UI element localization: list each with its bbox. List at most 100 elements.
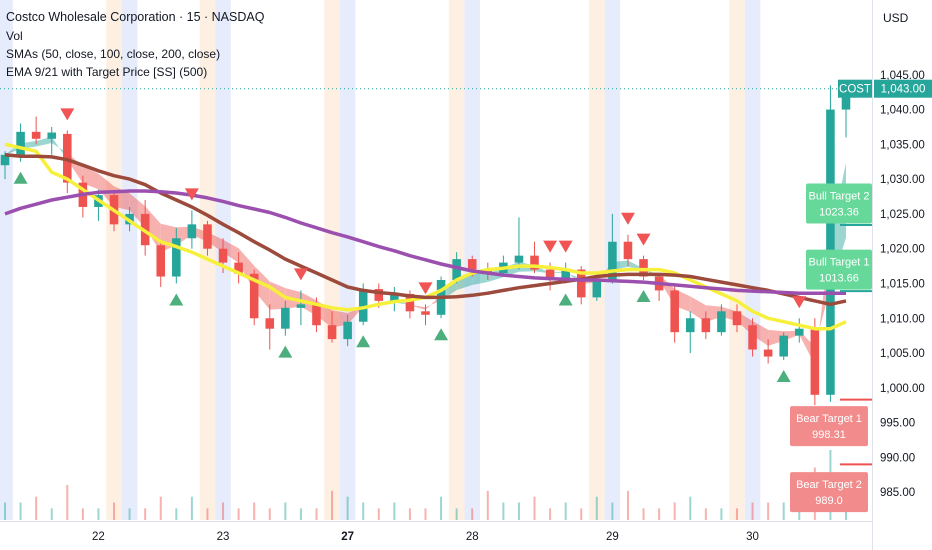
volume-bar [595, 496, 598, 520]
session-band-post [589, 0, 605, 520]
candle [748, 325, 757, 350]
candle [265, 318, 275, 329]
target-label-box [806, 249, 872, 290]
volume-bar [190, 496, 193, 520]
volume-bar [689, 496, 692, 520]
bear-target-label: Bear Target 2 989.0 [790, 472, 868, 513]
volume-bar [97, 508, 100, 520]
volume-bar [284, 502, 287, 520]
volume-bar [393, 502, 396, 520]
session-band-pre [0, 0, 13, 520]
buy-signal-icon [169, 293, 184, 306]
price-tick-label: 1,000.00 [880, 383, 925, 395]
bull-target-label: Bull Target 2 1023.36 [806, 183, 872, 224]
candle [623, 241, 633, 260]
sell-signal-icon [543, 240, 558, 253]
price-tick-label: 1,045.00 [880, 70, 925, 82]
candle [763, 349, 773, 357]
sell-signal-icon [636, 233, 651, 246]
buy-signal-icon [278, 345, 293, 358]
volume-bar [564, 502, 567, 520]
buy-signal-icon [776, 370, 791, 382]
volume-bar [673, 502, 676, 520]
candle [810, 328, 820, 395]
candle [608, 241, 617, 280]
price-tick-label: 1,020.00 [880, 244, 925, 256]
candle [343, 321, 352, 340]
volume-bar [19, 502, 22, 520]
time-tick-label: 27 [341, 531, 354, 543]
time-tick-label: 29 [606, 531, 619, 543]
candle [390, 293, 399, 301]
volume-bar [331, 490, 334, 520]
target-label-value: 1023.36 [819, 206, 859, 218]
volume-bar [782, 502, 785, 520]
sell-signal-icon [558, 240, 573, 253]
session-band-pre [121, 0, 138, 520]
candle [452, 259, 461, 280]
candle [794, 328, 804, 336]
candle [327, 325, 337, 340]
target-label-title: Bull Target 1 [809, 257, 870, 269]
volume-bar [580, 508, 583, 520]
volume-bar [50, 508, 53, 520]
candle [530, 255, 539, 270]
volume-bar [4, 502, 6, 520]
session-band-pre [744, 0, 761, 520]
sma100-line [4, 153, 847, 307]
target-label-title: Bear Target 2 [796, 479, 862, 491]
buy-signal-icon [356, 335, 371, 348]
volume-bar [658, 508, 661, 520]
target-label-title: Bull Target 2 [809, 190, 870, 202]
session-band-post [324, 0, 340, 520]
candle [421, 311, 430, 315]
candle [234, 262, 243, 274]
candle [732, 311, 742, 326]
buy-signal-icon [558, 293, 573, 306]
volume-bar [735, 508, 738, 520]
sell-signal-icon [620, 212, 635, 225]
candle [374, 289, 384, 301]
candle [0, 154, 10, 166]
candle [358, 289, 368, 322]
price-tick-label: 1,005.00 [880, 348, 925, 360]
candle [779, 335, 788, 357]
volume-bar [517, 502, 520, 520]
volume-bar [424, 508, 427, 520]
candle [281, 307, 290, 329]
currency-selector[interactable]: USD [883, 11, 909, 25]
volume-bar [377, 508, 380, 520]
bear-cloud-segment [690, 296, 706, 323]
ema-indicator-label[interactable]: EMA 9/21 with Target Price [SS] (500) [6, 65, 208, 79]
time-tick-label: 22 [92, 531, 105, 543]
price-tick-label: 1,035.00 [880, 139, 925, 151]
candle [249, 273, 259, 319]
candle [639, 259, 648, 277]
candle [47, 132, 57, 139]
sell-signal-icon [184, 188, 199, 201]
price-tag-value-box [874, 79, 932, 98]
volume-bar [440, 496, 443, 520]
price-tag-value: 1,043.00 [881, 84, 926, 96]
bear-target-label: Bear Target 1 998.31 [790, 406, 868, 447]
volume-indicator-label[interactable]: Vol [6, 29, 23, 43]
sma-indicator-label[interactable]: SMAs (50, close, 100, close, 200, close) [6, 47, 221, 61]
candle [312, 304, 321, 326]
candle [841, 88, 851, 110]
target-label-value: 998.31 [812, 429, 846, 441]
candle [514, 255, 524, 263]
price-tick-label: 995.00 [880, 418, 915, 430]
bull-cloud-segment [36, 136, 52, 147]
volume-bar [471, 508, 474, 520]
symbol-title[interactable]: Costco Wholesale Corporation · 15 · NASD… [6, 10, 265, 24]
time-tick-label: 28 [466, 531, 479, 543]
volume-bar [704, 508, 707, 520]
price-tag-symbol-box [838, 79, 872, 98]
target-lines [840, 224, 872, 466]
volume-bar [159, 496, 162, 520]
session-band-post [729, 0, 745, 520]
candle [545, 269, 555, 280]
buy-signal-icon [434, 328, 449, 341]
volume-bar [751, 502, 754, 520]
